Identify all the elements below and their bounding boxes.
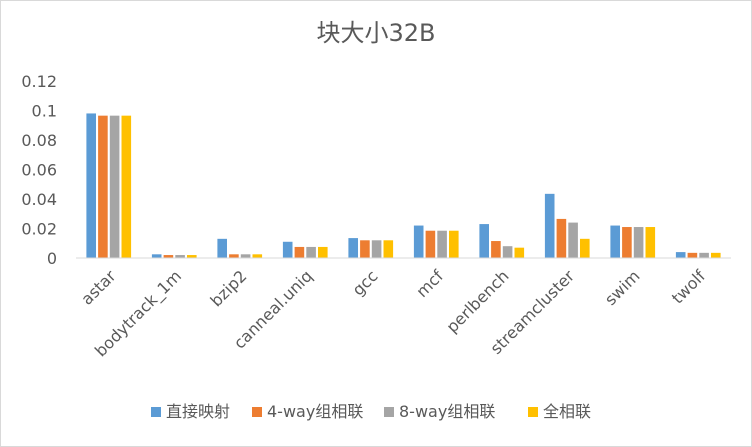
y-tick-label: 0.12	[21, 72, 57, 91]
bar	[675, 252, 686, 258]
legend-label: 8-way组相联	[399, 402, 495, 421]
bar	[437, 230, 447, 258]
bar	[610, 225, 620, 258]
bar	[163, 255, 174, 258]
bar	[348, 238, 358, 258]
bar	[580, 238, 590, 258]
y-tick-label: 0	[47, 249, 57, 268]
bar	[187, 255, 197, 258]
y-tick-label: 0.02	[21, 220, 57, 239]
bar	[86, 113, 96, 258]
bar	[699, 252, 709, 258]
bar-series-group	[86, 113, 721, 258]
bar	[252, 254, 263, 258]
legend-label: 全相联	[543, 402, 591, 421]
bar	[502, 246, 513, 258]
y-tick-label: 0.06	[21, 161, 57, 180]
x-tick-label: mcf	[412, 266, 447, 301]
bar	[413, 225, 424, 258]
bar	[568, 222, 578, 258]
bar	[151, 254, 162, 258]
y-tick-label: 0.04	[21, 190, 57, 209]
y-tick-label: 0.08	[21, 131, 57, 150]
x-tick-label: swim	[601, 266, 644, 309]
legend-swatch	[151, 407, 161, 417]
bar	[544, 193, 555, 258]
legend-label: 4-way组相联	[267, 402, 363, 421]
bar	[217, 238, 227, 258]
bar	[633, 227, 644, 258]
bar	[645, 227, 656, 258]
bar	[306, 246, 316, 258]
bar	[360, 240, 370, 258]
bar	[98, 115, 108, 258]
bar	[449, 230, 459, 258]
x-tick-label: gcc	[349, 266, 382, 299]
bar	[371, 240, 382, 258]
x-tick-label: twolf	[668, 266, 709, 307]
bar	[109, 115, 120, 258]
y-tick-label: 0.1	[32, 102, 57, 121]
bar	[479, 224, 489, 258]
bar	[556, 218, 567, 258]
bar	[425, 230, 436, 258]
bar	[622, 227, 632, 258]
bar	[687, 252, 698, 258]
bar	[229, 254, 239, 258]
legend-swatch	[252, 407, 262, 417]
legend-label: 直接映射	[166, 402, 230, 421]
bar	[514, 247, 525, 258]
x-tick-label: bzip2	[206, 266, 250, 310]
bar	[711, 252, 721, 258]
y-axis-ticks: 0 0.02 0.04 0.06 0.08 0.1 0.12	[21, 72, 57, 268]
legend-swatch	[384, 407, 394, 417]
bar	[294, 246, 305, 258]
bar	[121, 115, 132, 258]
bar	[282, 241, 293, 258]
x-tick-label: perlbench	[442, 266, 512, 336]
legend: 直接映射 4-way组相联 8-way组相联 全相联	[151, 402, 591, 421]
chart-title: 块大小32B	[316, 19, 435, 47]
bar	[318, 246, 328, 258]
legend-swatch	[528, 407, 538, 417]
bar	[175, 255, 185, 258]
x-tick-label: astar	[77, 266, 120, 309]
bar	[383, 240, 394, 258]
bar	[240, 254, 251, 258]
bar	[491, 241, 501, 258]
